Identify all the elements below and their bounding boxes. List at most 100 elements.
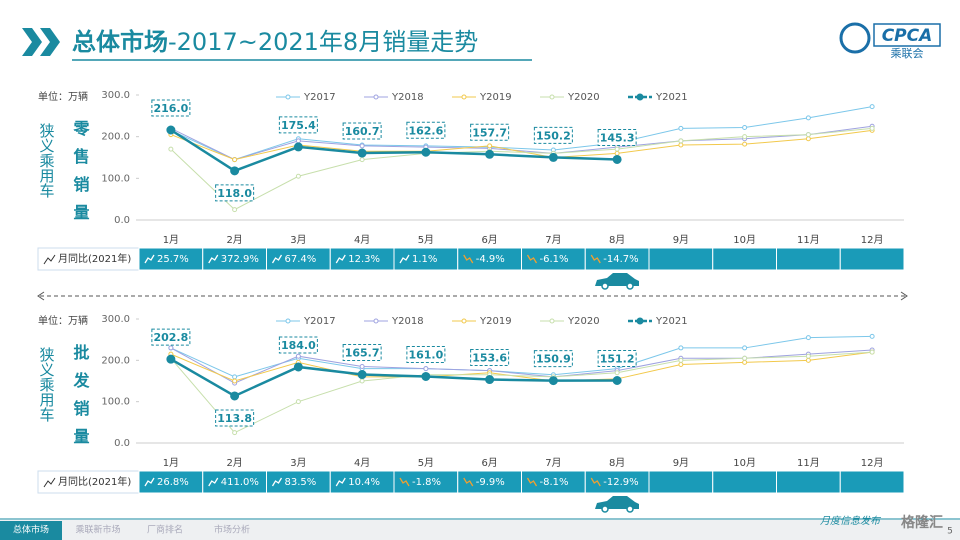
legend-label: Y2021	[655, 92, 688, 103]
point	[869, 349, 875, 355]
yoy-value: 411.0%	[221, 477, 259, 488]
y-tick-label: 0.0	[114, 438, 130, 449]
yoy-arrow	[144, 254, 155, 264]
series-line	[170, 127, 873, 211]
yoy-arrow	[208, 254, 219, 264]
legend-marker	[285, 318, 291, 324]
yoy-arrow	[208, 477, 219, 487]
point	[678, 138, 684, 144]
yoy-cell	[648, 470, 714, 494]
yoy-value: -4.9%	[476, 254, 505, 265]
footer-tab-active	[0, 521, 62, 540]
point	[230, 391, 240, 401]
legend-label: Y2018	[391, 316, 424, 327]
series-line	[170, 351, 873, 382]
series-line	[170, 125, 873, 161]
point	[742, 134, 748, 140]
data-label-box	[406, 121, 446, 139]
logo-box	[873, 23, 941, 47]
x-tick-label: 3月	[290, 457, 306, 469]
car-wheel	[601, 282, 609, 290]
unit-label: 单位：万辆	[38, 314, 88, 327]
legend-label: Y2021	[655, 316, 688, 327]
yoy-value: 372.9%	[221, 254, 259, 265]
data-label-box	[278, 116, 318, 134]
car-wheel	[626, 282, 634, 290]
yoy-value: 83.5%	[285, 477, 317, 488]
point	[166, 125, 176, 135]
point	[293, 362, 303, 372]
data-label: 202.8	[153, 331, 188, 344]
data-label-box	[597, 128, 637, 146]
data-label-box	[151, 99, 191, 117]
yoy-value: 26.8%	[157, 477, 189, 488]
data-label: 162.6	[408, 124, 443, 137]
y-tick-label: 200.0	[101, 355, 130, 366]
legend-marker	[373, 318, 379, 324]
legend-label: Y2019	[479, 316, 512, 327]
point	[359, 364, 365, 370]
yoy-cell	[648, 247, 714, 271]
point	[232, 157, 238, 163]
legend-marker	[549, 318, 555, 324]
x-tick-label: 4月	[354, 457, 370, 469]
yoy-arrow	[271, 477, 283, 487]
divider-arrow	[900, 291, 908, 301]
point	[295, 173, 301, 179]
point	[805, 132, 811, 138]
point	[168, 345, 174, 351]
point	[232, 374, 238, 380]
y-tick-label: 300.0	[101, 314, 130, 325]
data-label: 150.2	[536, 129, 571, 142]
data-label-box	[470, 123, 510, 141]
series-line	[170, 106, 873, 161]
yoy-value: 1.1%	[412, 254, 437, 265]
side-label: 狭义乘用车	[38, 347, 56, 422]
footer-tab[interactable]: 总体市场	[13, 524, 49, 536]
yoy-value: 67.4%	[285, 254, 317, 265]
legend-marker	[285, 94, 291, 100]
title-rest-text: -2017~2021年8月销量走势	[168, 28, 478, 56]
legend-marker	[373, 94, 379, 100]
point	[678, 142, 684, 148]
point	[295, 399, 301, 405]
title-main: 总体市场-2017~2021年8月销量走势	[72, 28, 478, 56]
point	[742, 345, 748, 351]
x-tick-label: 8月	[609, 457, 625, 469]
y-tick-label: 100.0	[101, 173, 130, 184]
legend-label: Y2019	[479, 92, 512, 103]
yoy-icon	[43, 254, 56, 265]
point	[805, 335, 811, 341]
point	[168, 146, 174, 152]
logo-sub: 乘联会	[891, 47, 924, 60]
point	[166, 354, 176, 364]
footer-tab[interactable]: 乘联新市场	[75, 524, 120, 536]
data-label: 113.8	[217, 412, 252, 425]
yoy-arrow	[399, 477, 410, 487]
footer-tab[interactable]: 厂商排名	[147, 524, 183, 536]
point	[678, 125, 684, 131]
data-label-box	[215, 184, 255, 202]
x-tick-label: 1月	[163, 457, 179, 469]
x-tick-label: 3月	[290, 234, 306, 246]
x-tick-label: 11月	[797, 457, 820, 469]
point	[869, 125, 875, 131]
data-label-box	[278, 336, 318, 354]
yoy-cell	[839, 247, 905, 271]
x-tick-label: 2月	[226, 457, 242, 469]
yoy-cell	[712, 247, 777, 271]
footer-tab[interactable]: 市场分析	[214, 524, 250, 536]
point	[357, 370, 367, 380]
footer-note: 月度信息发布	[820, 515, 882, 527]
legend-label: Y2017	[303, 316, 336, 327]
point	[612, 376, 622, 386]
point	[548, 152, 558, 162]
point	[869, 104, 875, 110]
yoy-value: 25.7%	[157, 254, 189, 265]
data-label: 161.0	[408, 348, 443, 361]
logo-text: CPCA	[882, 26, 933, 46]
point	[293, 142, 303, 152]
yoy-value: 12.3%	[348, 254, 380, 265]
x-tick-label: 6月	[481, 234, 497, 246]
